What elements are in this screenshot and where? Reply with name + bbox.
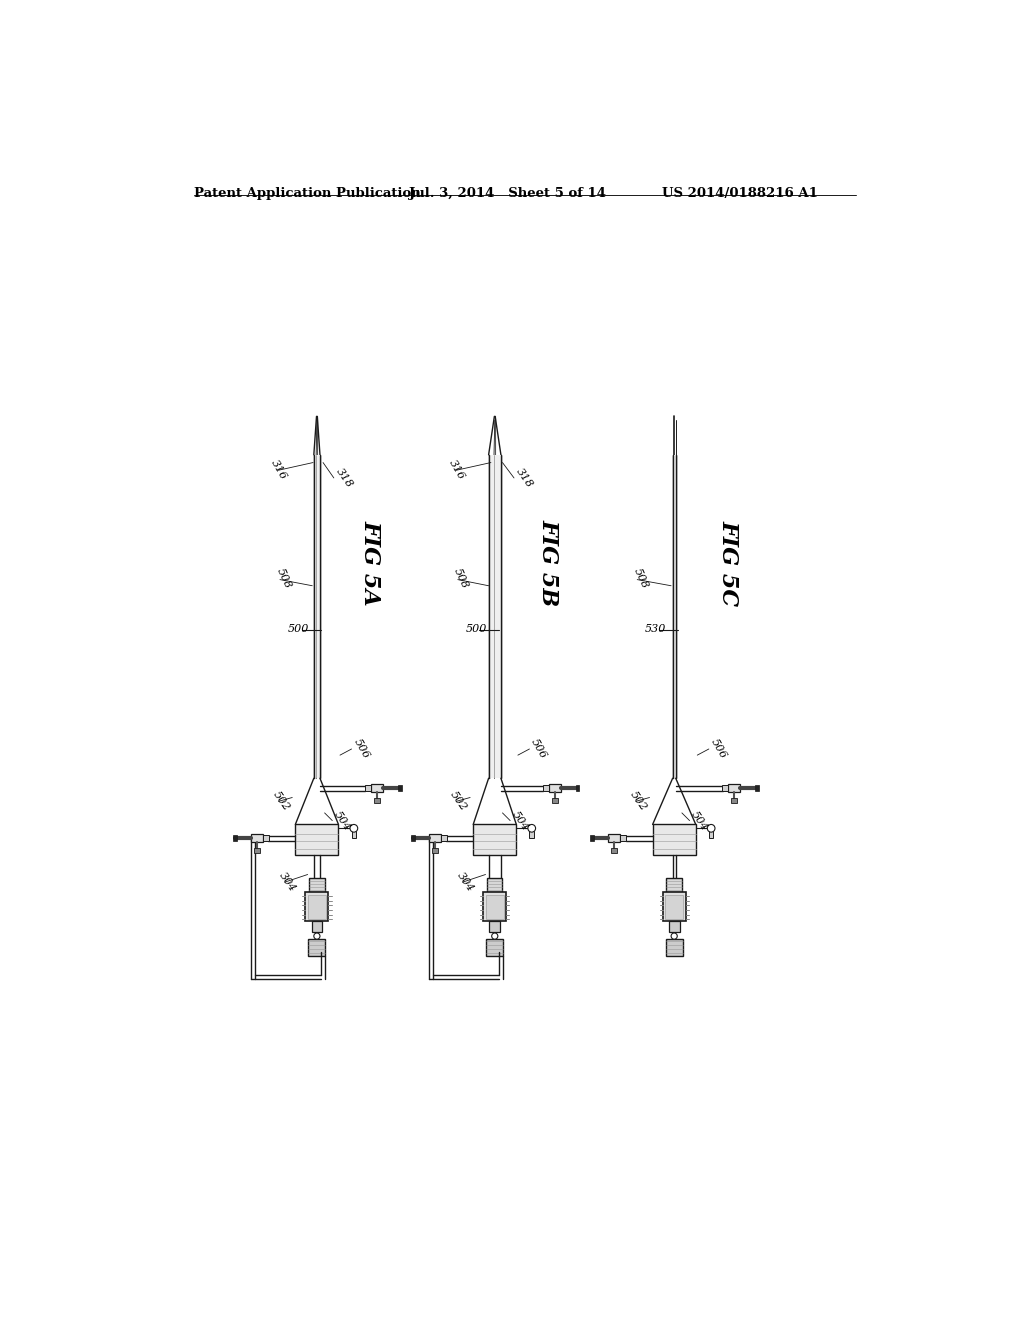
Text: FIG 5C: FIG 5C (717, 520, 739, 606)
Bar (371, 784, 383, 792)
Text: 316: 316 (269, 458, 289, 482)
Bar (543, 785, 549, 792)
Text: FIG 5B: FIG 5B (538, 519, 560, 606)
Polygon shape (673, 455, 676, 779)
Bar (483, 892, 506, 921)
Text: Jul. 3, 2014   Sheet 5 of 14: Jul. 3, 2014 Sheet 5 of 14 (410, 187, 606, 199)
Bar (486, 940, 503, 956)
Bar (309, 878, 325, 892)
Bar (665, 895, 683, 919)
Bar (487, 878, 503, 892)
Bar (251, 834, 263, 842)
Text: 504: 504 (333, 809, 352, 832)
Bar (663, 892, 686, 921)
Text: 500: 500 (466, 624, 486, 634)
Bar (728, 784, 740, 792)
Bar (652, 825, 695, 855)
Bar (429, 834, 441, 842)
Bar (263, 836, 269, 841)
Bar (365, 785, 371, 792)
Bar (667, 878, 682, 892)
Bar (621, 836, 627, 841)
Bar (611, 849, 617, 853)
Text: 530: 530 (645, 624, 667, 634)
Bar (308, 940, 326, 956)
Text: 318: 318 (334, 466, 354, 490)
Circle shape (350, 825, 357, 832)
Text: 502: 502 (270, 789, 291, 813)
Bar (432, 849, 438, 853)
Circle shape (492, 933, 498, 940)
Text: 504: 504 (510, 809, 530, 832)
Circle shape (313, 933, 319, 940)
Text: 500: 500 (288, 624, 309, 634)
Bar (305, 892, 329, 921)
Text: FIG 5A: FIG 5A (359, 520, 382, 606)
Circle shape (528, 825, 536, 832)
Bar (295, 825, 339, 855)
Bar (411, 836, 415, 841)
Bar (731, 799, 737, 803)
Text: 316: 316 (447, 458, 466, 482)
Bar (575, 785, 580, 792)
Text: 318: 318 (514, 466, 535, 490)
Text: 506: 506 (351, 738, 371, 760)
Bar (669, 921, 680, 932)
Bar (307, 895, 326, 919)
Bar (590, 836, 594, 841)
Bar (485, 895, 504, 919)
Circle shape (671, 933, 677, 940)
Bar (552, 799, 558, 803)
Text: 508: 508 (453, 566, 470, 590)
Bar (397, 785, 401, 792)
Bar (709, 832, 714, 838)
Text: US 2014/0188216 A1: US 2014/0188216 A1 (662, 187, 818, 199)
Bar (549, 784, 561, 792)
Text: 304: 304 (455, 871, 475, 894)
Text: 304: 304 (276, 871, 297, 894)
Text: 502: 502 (628, 789, 648, 813)
Bar (473, 825, 516, 855)
Bar (441, 836, 447, 841)
Bar (666, 940, 683, 956)
Bar (351, 832, 356, 838)
Text: 506: 506 (709, 738, 728, 760)
Bar (311, 921, 323, 932)
Text: Patent Application Publication: Patent Application Publication (194, 187, 421, 199)
Text: 508: 508 (274, 566, 293, 590)
Polygon shape (488, 455, 501, 779)
Bar (489, 921, 500, 932)
Bar (374, 799, 380, 803)
Text: 502: 502 (449, 789, 469, 813)
Text: 508: 508 (632, 566, 650, 590)
Bar (529, 832, 535, 838)
Bar (722, 785, 728, 792)
Bar (254, 849, 260, 853)
Bar (608, 834, 621, 842)
Polygon shape (313, 455, 319, 779)
Circle shape (708, 825, 715, 832)
Bar (755, 785, 759, 792)
Text: 504: 504 (689, 809, 710, 832)
Text: 506: 506 (529, 738, 549, 760)
Bar (233, 836, 237, 841)
